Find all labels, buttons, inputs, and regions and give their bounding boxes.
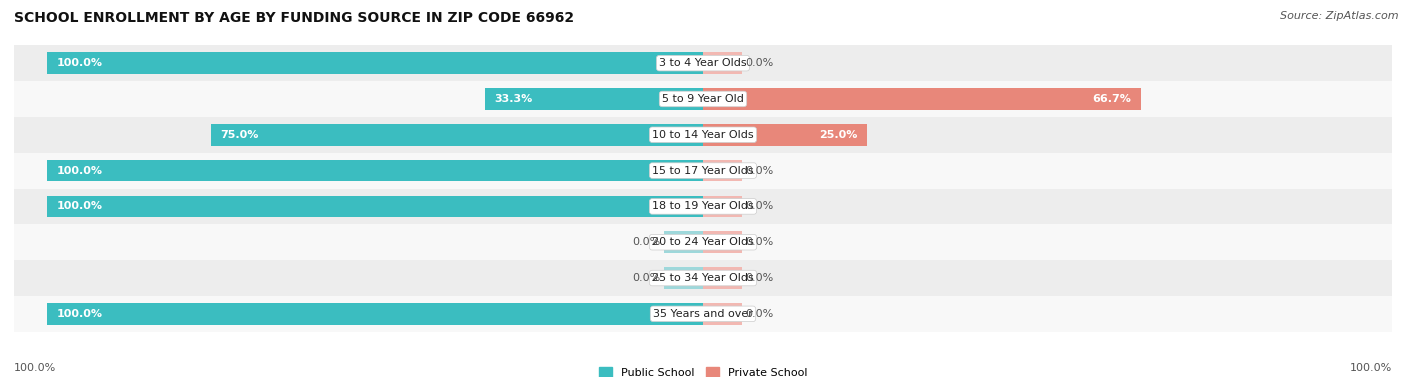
Text: 0.0%: 0.0% <box>745 58 773 68</box>
Text: SCHOOL ENROLLMENT BY AGE BY FUNDING SOURCE IN ZIP CODE 66962: SCHOOL ENROLLMENT BY AGE BY FUNDING SOUR… <box>14 11 574 25</box>
Text: 18 to 19 Year Olds: 18 to 19 Year Olds <box>652 201 754 211</box>
Bar <box>14 45 1392 81</box>
Bar <box>14 117 1392 153</box>
Bar <box>14 296 1392 332</box>
Text: 0.0%: 0.0% <box>633 273 661 283</box>
Bar <box>703 88 1140 110</box>
Bar <box>14 260 1392 296</box>
Bar <box>703 303 742 325</box>
Bar <box>211 124 703 146</box>
Text: 15 to 17 Year Olds: 15 to 17 Year Olds <box>652 166 754 176</box>
Text: 66.7%: 66.7% <box>1092 94 1130 104</box>
Text: 25.0%: 25.0% <box>818 130 858 140</box>
Text: 0.0%: 0.0% <box>745 166 773 176</box>
Legend: Public School, Private School: Public School, Private School <box>599 367 807 377</box>
Bar <box>703 267 742 289</box>
Bar <box>14 153 1392 188</box>
Bar <box>46 303 703 325</box>
Text: Source: ZipAtlas.com: Source: ZipAtlas.com <box>1281 11 1399 21</box>
Text: 100.0%: 100.0% <box>56 166 103 176</box>
Text: 100.0%: 100.0% <box>1350 363 1392 373</box>
Text: 3 to 4 Year Olds: 3 to 4 Year Olds <box>659 58 747 68</box>
Bar <box>14 224 1392 260</box>
Text: 100.0%: 100.0% <box>56 309 103 319</box>
Text: 0.0%: 0.0% <box>633 237 661 247</box>
Text: 5 to 9 Year Old: 5 to 9 Year Old <box>662 94 744 104</box>
Text: 0.0%: 0.0% <box>745 273 773 283</box>
Bar <box>664 267 703 289</box>
Text: 100.0%: 100.0% <box>14 363 56 373</box>
Text: 100.0%: 100.0% <box>56 201 103 211</box>
Bar <box>664 231 703 253</box>
Bar <box>46 160 703 181</box>
Bar <box>14 188 1392 224</box>
Text: 0.0%: 0.0% <box>745 237 773 247</box>
Text: 0.0%: 0.0% <box>745 309 773 319</box>
Text: 0.0%: 0.0% <box>745 201 773 211</box>
Text: 35 Years and over: 35 Years and over <box>652 309 754 319</box>
Bar <box>14 81 1392 117</box>
Bar <box>703 160 742 181</box>
Bar <box>46 196 703 217</box>
Bar <box>703 196 742 217</box>
Text: 25 to 34 Year Olds: 25 to 34 Year Olds <box>652 273 754 283</box>
Text: 100.0%: 100.0% <box>56 58 103 68</box>
Text: 33.3%: 33.3% <box>495 94 533 104</box>
Bar <box>703 231 742 253</box>
Text: 75.0%: 75.0% <box>221 130 259 140</box>
Bar <box>703 52 742 74</box>
Text: 20 to 24 Year Olds: 20 to 24 Year Olds <box>652 237 754 247</box>
Bar <box>703 124 868 146</box>
Bar <box>485 88 703 110</box>
Text: 10 to 14 Year Olds: 10 to 14 Year Olds <box>652 130 754 140</box>
Bar <box>46 52 703 74</box>
